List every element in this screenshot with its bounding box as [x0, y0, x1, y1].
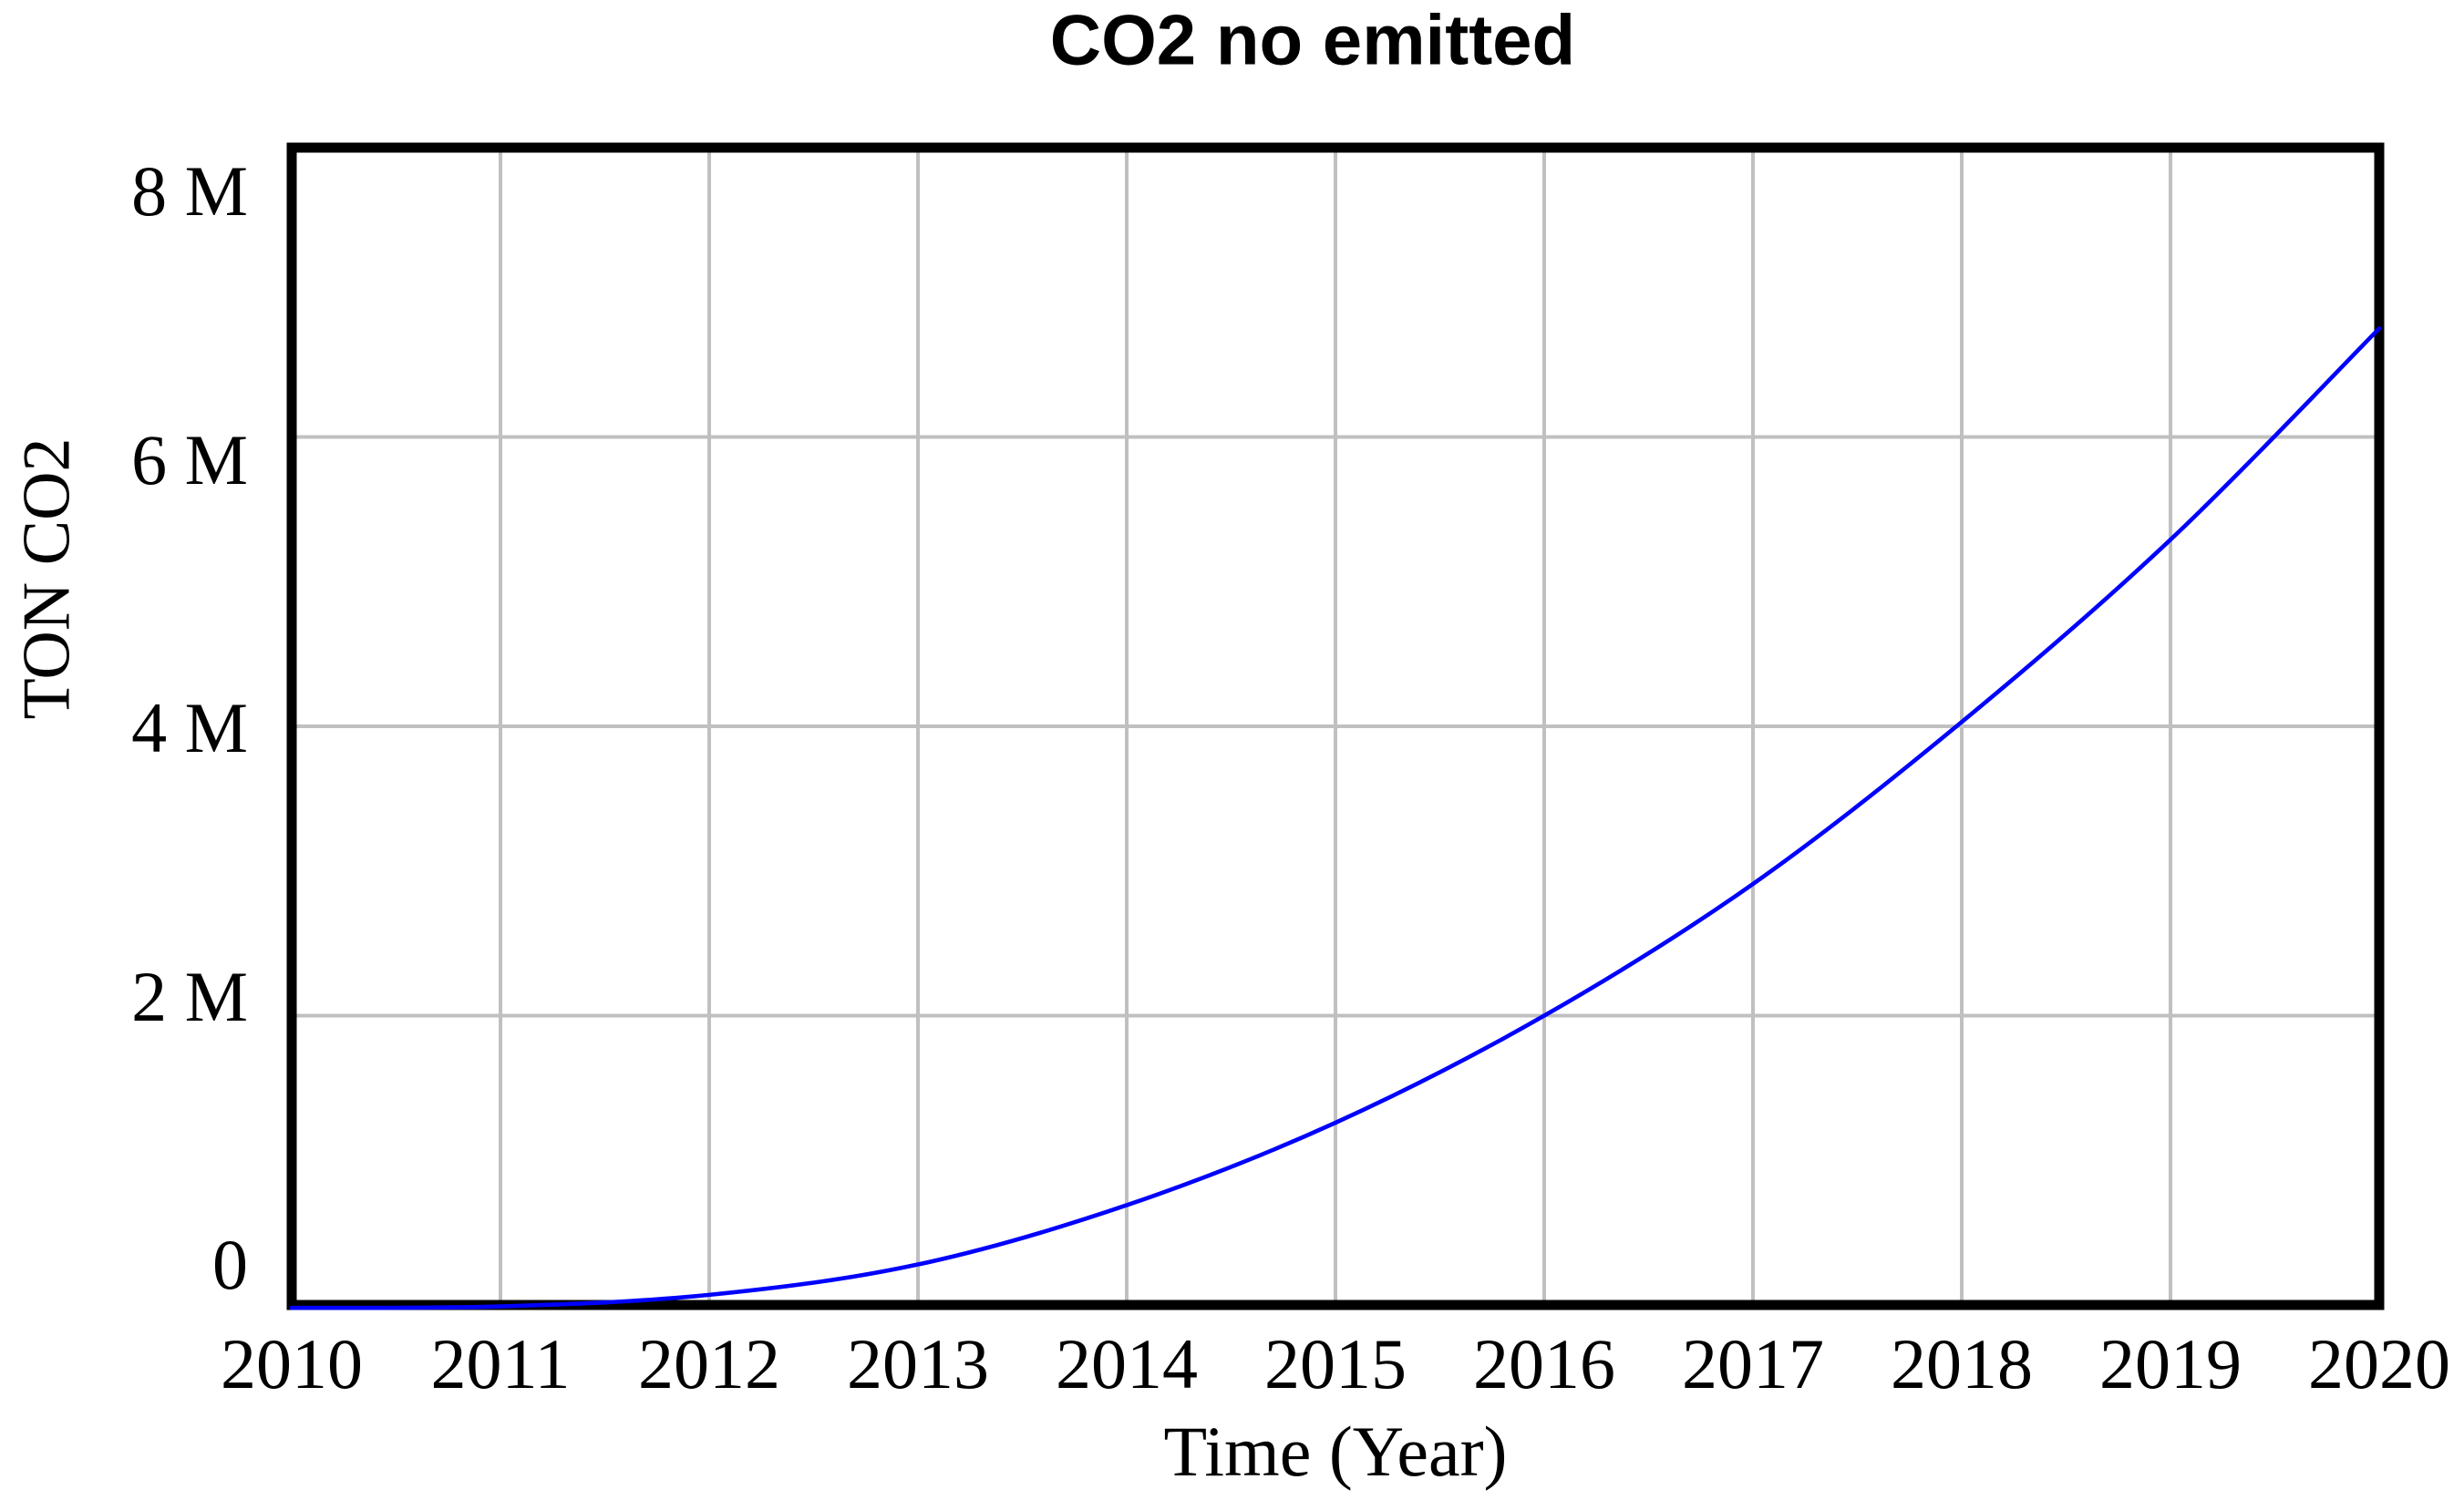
- x-tick-label: 2011: [430, 1324, 571, 1403]
- x-tick-label: 2012: [638, 1324, 780, 1403]
- chart-title: CO2 no emitted: [1049, 0, 1576, 80]
- y-tick-label: 8 M: [131, 151, 248, 231]
- x-axis-title: Time (Year): [1163, 1412, 1508, 1491]
- x-tick-label: 2016: [1473, 1324, 1615, 1403]
- x-tick-label: 2020: [2308, 1324, 2450, 1403]
- y-tick-label: 0: [212, 1225, 248, 1304]
- data-line-co2-no-emitted: [289, 326, 2382, 1310]
- x-tick-label: 2019: [2099, 1324, 2242, 1403]
- x-tick-label: 2014: [1056, 1324, 1198, 1403]
- x-tick-label: 2017: [1682, 1324, 1824, 1403]
- y-tick-label: 2 M: [131, 956, 248, 1036]
- y-tick-label: 4 M: [131, 688, 248, 767]
- plot-border: [286, 142, 2385, 1310]
- x-tick-label: 2015: [1264, 1324, 1407, 1403]
- y-tick-label: 6 M: [131, 419, 248, 499]
- x-tick-label: 2013: [847, 1324, 989, 1403]
- x-tick-label: 2010: [221, 1324, 363, 1403]
- x-tick-label: 2018: [1891, 1324, 2033, 1403]
